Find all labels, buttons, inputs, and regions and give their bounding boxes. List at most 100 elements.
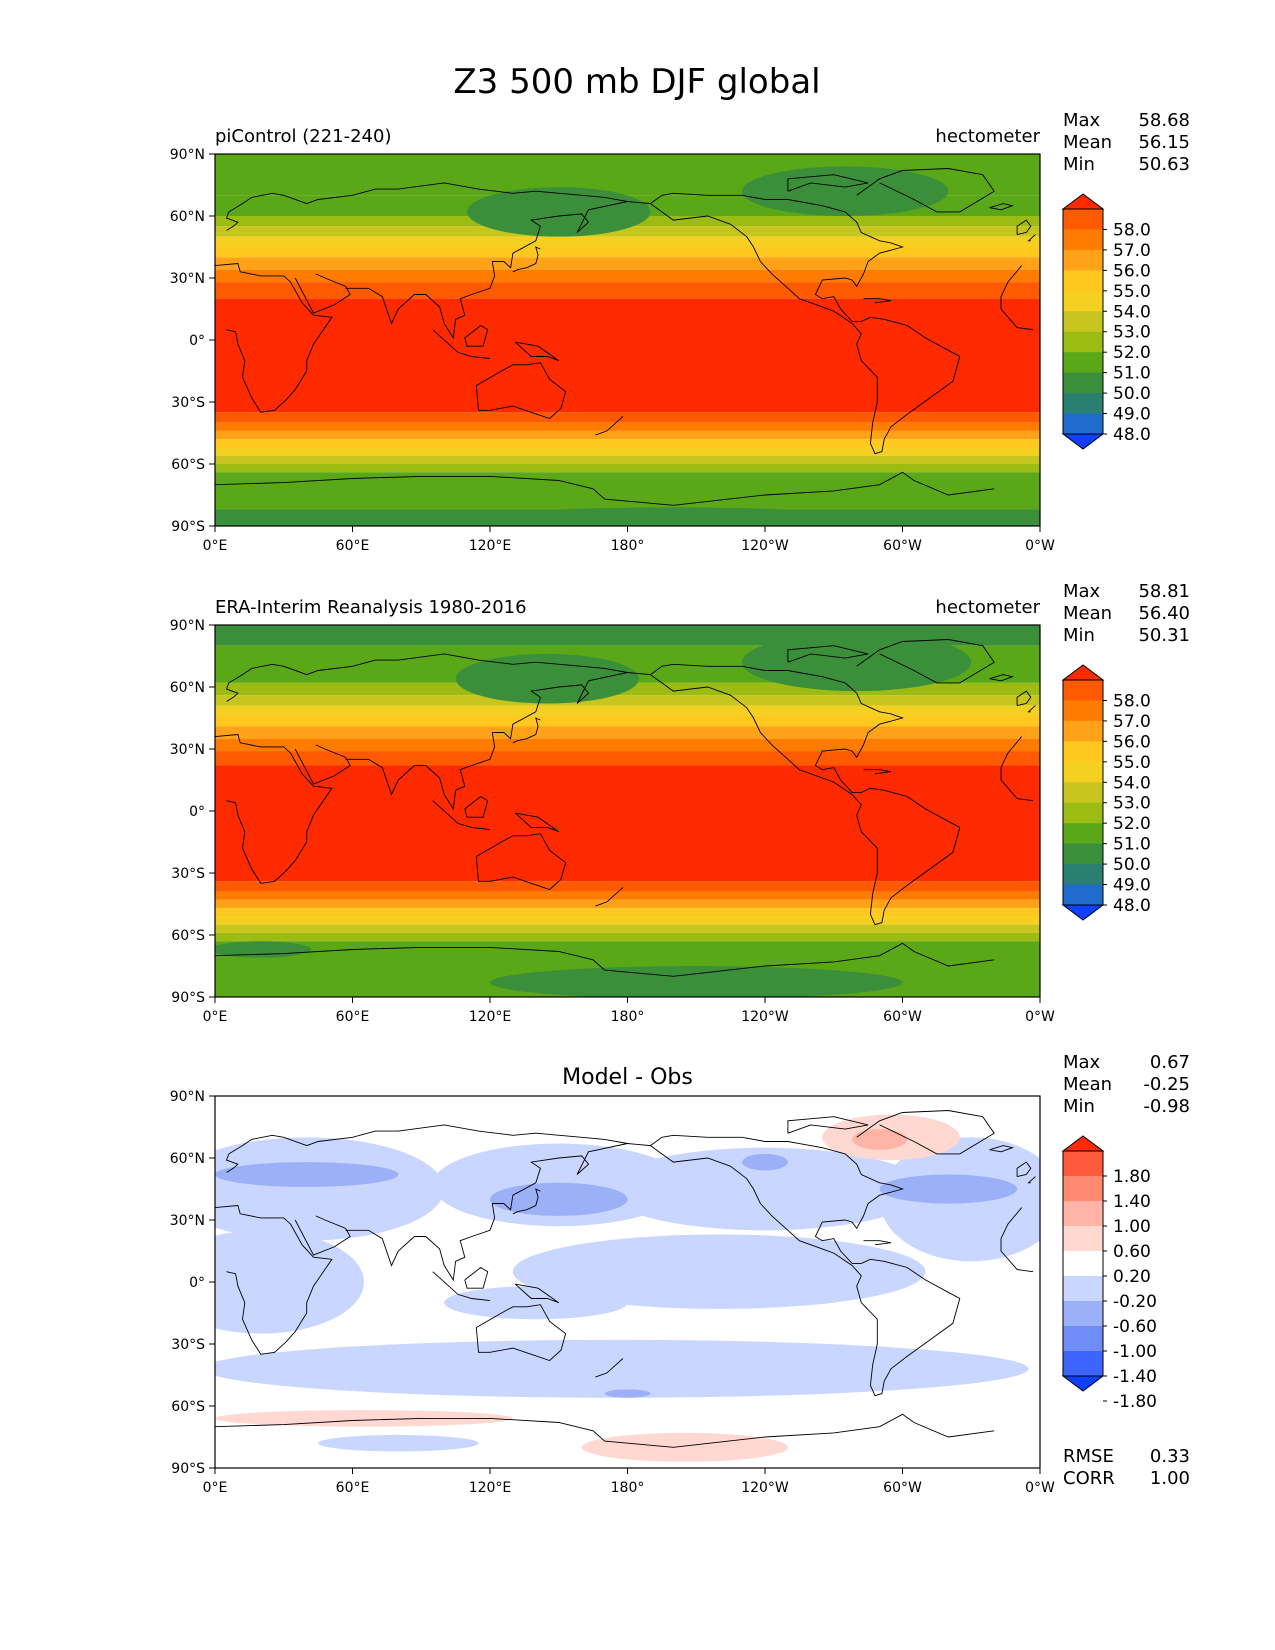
colorbar-segment [1063, 761, 1103, 783]
colorbar-segment [1063, 393, 1103, 415]
coastline-path [215, 263, 1034, 413]
colorbar-label: 54.0 [1113, 773, 1151, 793]
coastline-path [512, 246, 541, 273]
lat-tick-label: 90°N [170, 618, 205, 634]
coastline-path [595, 416, 624, 436]
stat-max-label: Max [1063, 110, 1101, 131]
colorbar: 1.80 1.40 1.00 0.60 0.20 -0.20 -0.60 -1.00 -1.40… [1061, 1135, 1157, 1412]
contour-region [742, 1153, 788, 1171]
coastline-path [627, 1134, 961, 1397]
coastline-path [464, 1266, 489, 1289]
contour-band [215, 422, 1040, 431]
coastline-path [215, 734, 1034, 884]
colorbar-segment [1063, 720, 1103, 742]
stat-rmse-label: RMSE [1063, 1446, 1114, 1467]
coastline-path [1016, 690, 1032, 707]
colorbar-segment [1063, 823, 1103, 845]
colorbar-label: 53.0 [1113, 794, 1151, 814]
coastline-path [989, 674, 1015, 682]
colorbar-frame [1062, 208, 1104, 435]
panel-1: 90°N 60°N 30°N 0° 30°S 60°S 90°S 0°E 60°E 120°E 18… [170, 110, 1190, 554]
lon-tick-label: 180° [611, 1009, 645, 1025]
contour-band [215, 298, 1040, 413]
contour-band [215, 715, 1040, 727]
colorbar-segment [1063, 1351, 1103, 1377]
lon-tick-label: 60°W [883, 1009, 922, 1025]
colorbar-segment [1063, 802, 1103, 824]
lon-tick-label: 0°W [1025, 538, 1055, 554]
contour-band [215, 257, 1040, 270]
colorbar-extend-max [1061, 664, 1105, 681]
contour-band [215, 908, 1040, 917]
colorbar-label: -1.80 [1113, 1392, 1157, 1412]
coastline-path [595, 887, 624, 907]
colorbar-label: 49.0 [1113, 876, 1151, 896]
contour-region [215, 1162, 399, 1187]
colorbar-segment [1063, 413, 1103, 435]
colorbar-label: 48.0 [1113, 896, 1151, 916]
contour-band [215, 282, 1040, 299]
colorbar-extend-max [1061, 193, 1105, 210]
contour-region [455, 653, 639, 704]
colorbar-label: 0.60 [1113, 1242, 1151, 1262]
contour-region [215, 1137, 445, 1241]
lon-tick-label: 0°E [203, 1009, 228, 1025]
contour-band [215, 765, 1040, 882]
lon-tick-label: 120°W [741, 1480, 789, 1496]
contour-band [215, 932, 1040, 942]
coastline-path [475, 1304, 567, 1362]
colorbar-label: 50.0 [1113, 855, 1151, 875]
lat-tick-label: 60°N [170, 680, 205, 696]
lon-tick-label: 180° [611, 538, 645, 554]
stat-min-value: 50.31 [1138, 625, 1190, 646]
lat-tick-label: 60°N [170, 1151, 205, 1167]
stat-mean-value: 56.15 [1138, 132, 1190, 153]
coastline-path [595, 1358, 624, 1378]
panel-3: 90°N 60°N 30°N 0° 30°S 60°S 90°S 0°E 60°E 120°E 18… [170, 1052, 1190, 1496]
colorbar-segment [1063, 249, 1103, 271]
colorbar-label: 55.0 [1113, 282, 1151, 302]
coastline-path [464, 324, 489, 347]
contour-band [215, 464, 1040, 473]
colorbar-segment [1063, 372, 1103, 394]
contour-band [215, 738, 1040, 752]
lon-tick-label: 120°W [741, 538, 789, 554]
colorbar-frame [1062, 1150, 1104, 1377]
lat-tick-label: 0° [189, 804, 205, 820]
coastline-path [215, 471, 995, 506]
lon-tick-label: 0°W [1025, 1009, 1055, 1025]
colorbar-label: 56.0 [1113, 732, 1151, 752]
contour-region [490, 1182, 628, 1216]
colorbar-label: 57.0 [1113, 712, 1151, 732]
coastline-path [475, 362, 567, 420]
colorbar-segment [1063, 1276, 1103, 1302]
panel-center-title: Model - Obs [562, 1065, 693, 1090]
coastline-path [856, 168, 995, 213]
coastline-path [514, 812, 560, 833]
stat-max-value: 58.81 [1138, 581, 1190, 602]
contour-band [215, 236, 1040, 247]
contour-band [215, 726, 1040, 739]
panel-units: hectometer [935, 597, 1040, 618]
panel-2: 90°N 60°N 30°N 0° 30°S 60°S 90°S 0°E 60°E 120°E 18… [170, 581, 1190, 1025]
lon-tick-label: 0°E [203, 1480, 228, 1496]
stat-mean-value: 56.40 [1138, 603, 1190, 624]
colorbar-label: 55.0 [1113, 753, 1151, 773]
stat-rmse-value: 0.33 [1150, 1446, 1190, 1467]
contour-band [215, 891, 1040, 900]
colorbar-label: 1.00 [1113, 1217, 1151, 1237]
contour-region [490, 507, 857, 526]
panels-container: 90°N 60°N 30°N 0° 30°S 60°S 90°S 0°E 60°E 120°E 18… [170, 110, 1190, 1496]
coastline-path [432, 329, 491, 360]
contour-region [215, 1339, 1029, 1398]
figure-title: Z3 500 mb DJF global [453, 62, 820, 102]
colorbar: 58.057.056.055.054.053.052.051.050.049.0… [1061, 193, 1151, 450]
coastline-path [512, 717, 541, 744]
lat-tick-label: 0° [189, 333, 205, 349]
coastline-path [514, 341, 560, 362]
coastline-path [512, 1188, 541, 1215]
lat-tick-label: 90°S [171, 519, 205, 535]
coastline-path [225, 1124, 1036, 1184]
lon-tick-label: 60°W [883, 1480, 922, 1496]
